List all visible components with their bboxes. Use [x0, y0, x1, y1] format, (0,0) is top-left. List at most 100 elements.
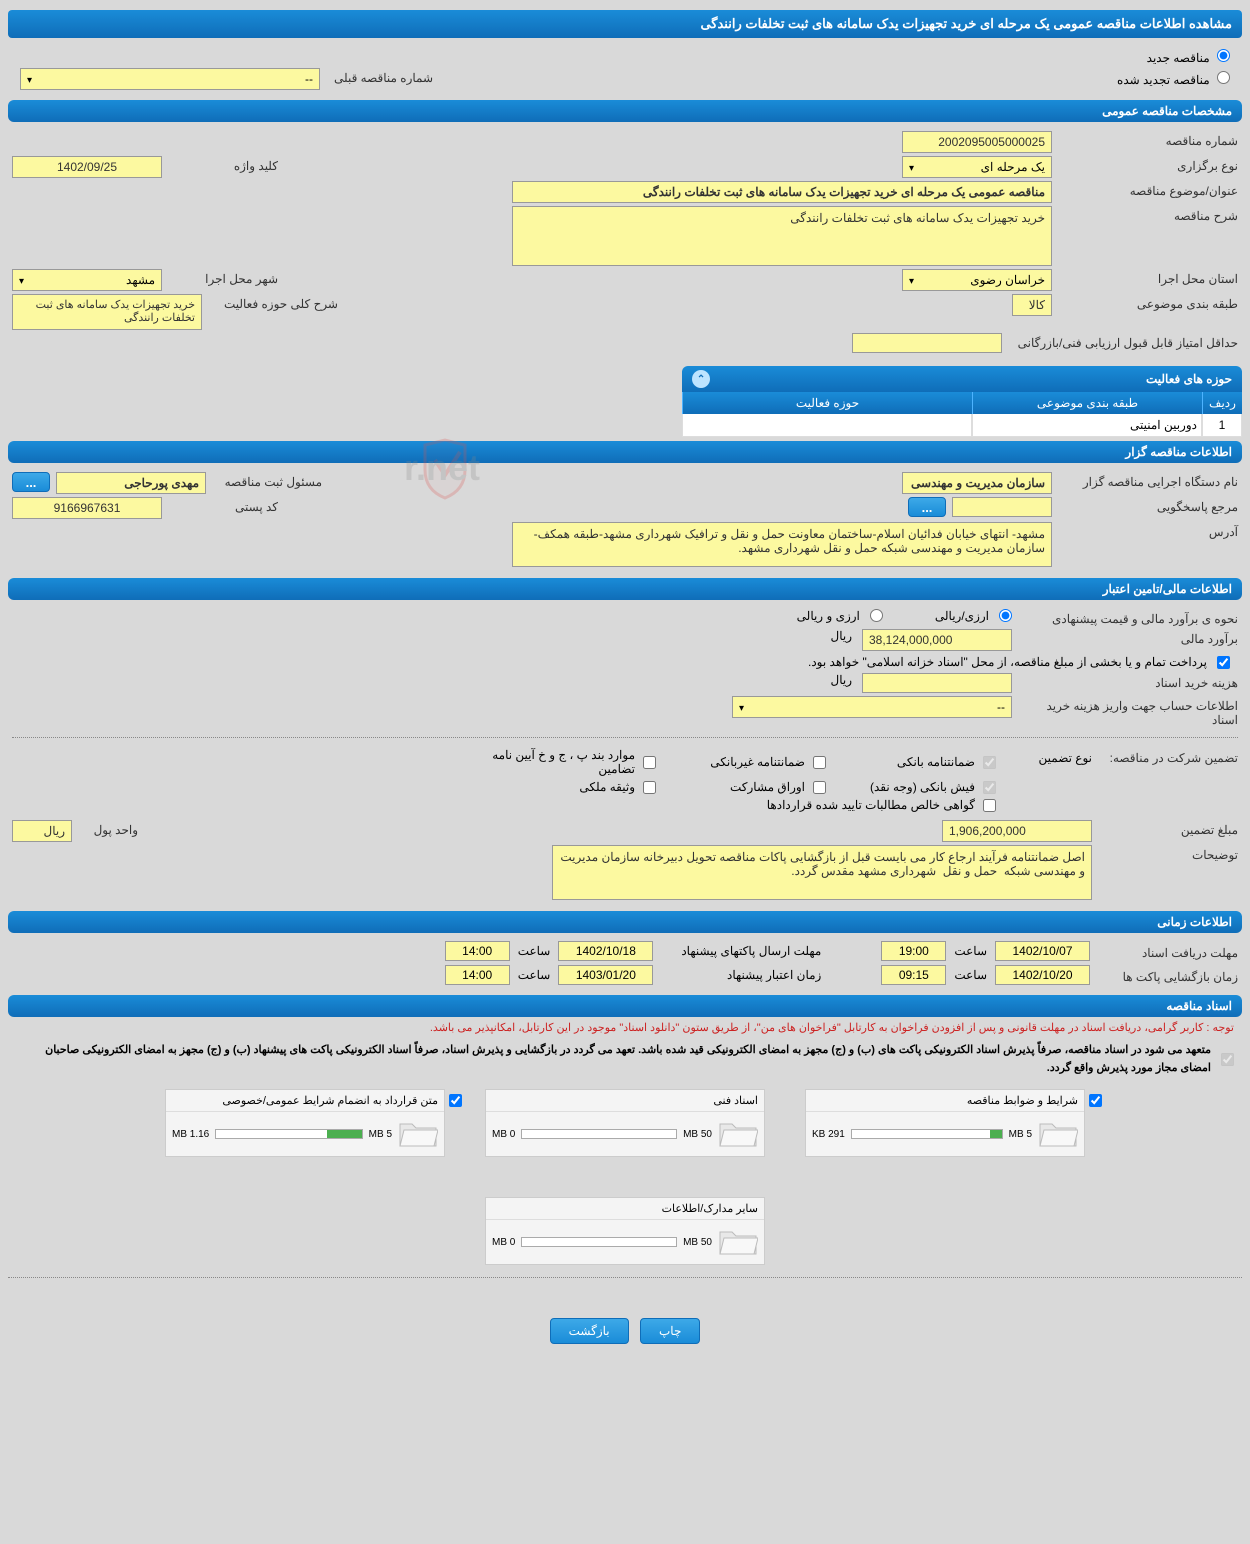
doc-cost-label: هزینه خرید اسناد [1018, 673, 1238, 690]
receive-deadline-label: مهلت دریافت اسناد [1098, 943, 1238, 960]
doc-used: 0 MB [492, 1237, 515, 1248]
estimate-label: برآورد مالی [1018, 629, 1238, 646]
chevron-down-icon [909, 160, 914, 174]
send-deadline-label: مهلت ارسال پاکتهای پیشنهاد [661, 944, 821, 958]
treasury-note: پرداخت تمام و یا بخشی از مبلغ مناقصه، از… [808, 655, 1207, 669]
bank-guarantee-label: ضمانتنامه بانکی [897, 755, 975, 769]
back-button[interactable]: بازگشت [550, 1318, 629, 1344]
province-select[interactable]: خراسان رضوی [902, 269, 1052, 291]
validity-time: 14:00 [445, 965, 510, 985]
nonbank-guarantee-label: ضمانتنامه غیربانکی [710, 755, 805, 769]
bank-receipt-label: فیش بانکی (وجه نقد) [870, 780, 975, 794]
doc-title: متن قرارداد به انضمام شرایط عمومی/خصوصی [166, 1090, 444, 1112]
folder-icon [718, 1118, 758, 1150]
page-title: مشاهده اطلاعات مناقصه عمومی یک مرحله ای … [8, 10, 1242, 38]
account-info-select[interactable]: -- [732, 696, 1012, 718]
notes-textarea [552, 845, 1092, 900]
keyword-value: 1402/09/25 [12, 156, 162, 178]
type-select[interactable]: یک مرحله ای [902, 156, 1052, 178]
open-label: زمان بازگشایی پاکت ها [1098, 967, 1238, 984]
treasury-checkbox[interactable] [1217, 656, 1230, 669]
doc-item: متن قرارداد به انضمام شرایط عمومی/خصوصی … [165, 1089, 445, 1157]
section-org-info: اطلاعات مناقصه گزار [8, 441, 1242, 463]
time-word: ساعت [954, 944, 987, 958]
radio-new-tender[interactable] [1217, 49, 1230, 62]
row-num: 1 [1202, 414, 1242, 437]
guarantee-type-label: نوع تضمین [1022, 748, 1092, 765]
desc-textarea [512, 206, 1052, 266]
time-word-4: ساعت [518, 968, 551, 982]
type-value: یک مرحله ای [981, 160, 1045, 174]
col-field-header: حوزه فعالیت [682, 392, 972, 414]
section-general-spec: مشخصات مناقصه عمومی [8, 100, 1242, 122]
folder-icon [718, 1226, 758, 1258]
cb-participation-papers[interactable] [813, 781, 826, 794]
chevron-down-icon [19, 273, 24, 287]
address-label: آدرس [1058, 522, 1238, 539]
responder-lookup-button[interactable]: ... [908, 497, 946, 517]
send-date: 1402/10/18 [558, 941, 653, 961]
address-value [512, 522, 1052, 567]
doc-checkbox[interactable] [449, 1094, 462, 1107]
doc-checkbox[interactable] [1089, 1094, 1102, 1107]
cb-property-deposit[interactable] [643, 781, 656, 794]
doc-title: سایر مدارک/اطلاعات [486, 1198, 764, 1220]
radio-currency[interactable] [870, 609, 883, 622]
city-select[interactable]: مشهد [12, 269, 162, 291]
chevron-down-icon [739, 700, 744, 714]
doc-total: 5 MB [369, 1129, 392, 1140]
doc-total: 50 MB [683, 1237, 712, 1248]
radio-renewed-tender[interactable] [1217, 71, 1230, 84]
collapse-icon[interactable]: ⌃ [692, 370, 710, 388]
tender-number-label: شماره مناقصه [1058, 131, 1238, 148]
cb-clause-bpg[interactable] [643, 756, 656, 769]
participation-papers-label: اوراق مشارکت [730, 780, 805, 794]
doc-title: اسناد فنی [486, 1090, 764, 1112]
separator [8, 1277, 1242, 1278]
currency-unit-value: ریال [12, 820, 72, 842]
postal-label: کد پستی [168, 497, 278, 514]
radio-new-label: مناقصه جدید [1147, 51, 1210, 65]
doc-used: 291 KB [812, 1129, 845, 1140]
table-row: 1 دوربین امنیتی [682, 414, 1242, 437]
col-row-header: ردیف [1202, 392, 1242, 414]
size-bar [851, 1129, 1003, 1139]
province-label: استان محل اجرا [1058, 269, 1238, 286]
min-score-label: حداقل امتیاز قابل قبول ارزیابی فنی/بازرگ… [1008, 333, 1238, 350]
prev-number-value: -- [305, 72, 313, 86]
prev-number-label: شماره مناقصه قبلی [326, 68, 433, 85]
doc-item: سایر مدارک/اطلاعات 50 MB 0 MB [485, 1197, 765, 1265]
tender-number-value: 2002095005000025 [902, 131, 1052, 153]
receive-date: 1402/10/07 [995, 941, 1090, 961]
prev-number-select[interactable]: -- [20, 68, 320, 90]
officer-lookup-button[interactable]: ... [12, 472, 50, 492]
radio-renewed-label: مناقصه تجدید شده [1117, 73, 1210, 87]
rial-option-label: ارزی/ریالی [935, 609, 989, 623]
doc-used: 0 MB [492, 1129, 515, 1140]
notes-label: توضیحات [1098, 845, 1238, 862]
estimate-method-label: نحوه ی برآورد مالی و قیمت پیشنهادی [1018, 609, 1238, 626]
doc-item: شرایط و ضوابط مناقصه 5 MB 291 KB [805, 1089, 1085, 1157]
guarantee-title: تضمین شرکت در مناقصه: [1098, 748, 1238, 765]
cb-nonbank-guarantee[interactable] [813, 756, 826, 769]
receive-time: 19:00 [881, 941, 946, 961]
chevron-down-icon [909, 273, 914, 287]
category-label: طبقه بندی موضوعی [1058, 294, 1238, 311]
radio-rial[interactable] [999, 609, 1012, 622]
confirmed-claims-label: گواهی خالص مطالبات تایید شده قراردادها [767, 798, 975, 812]
size-bar-fill [990, 1130, 1002, 1138]
doc-total: 50 MB [683, 1129, 712, 1140]
cb-bank-receipt [983, 781, 996, 794]
category-value: کالا [1012, 294, 1052, 316]
row-field [682, 414, 972, 437]
cb-confirmed-claims[interactable] [983, 799, 996, 812]
responder-value [952, 497, 1052, 517]
activity-summary-value: خرید تجهیزات یدک سامانه های ثبت تخلفات ر… [12, 294, 202, 330]
reg-officer-label: مسئول ثبت مناقصه [212, 472, 322, 489]
print-button[interactable]: چاپ [640, 1318, 700, 1344]
folder-icon [398, 1118, 438, 1150]
responder-label: مرجع پاسخگویی [1058, 497, 1238, 514]
exec-org-value: سازمان مدیریت و مهندسی [902, 472, 1052, 494]
col-category-header: طبقه بندی موضوعی [972, 392, 1202, 414]
postal-value: 9166967631 [12, 497, 162, 519]
